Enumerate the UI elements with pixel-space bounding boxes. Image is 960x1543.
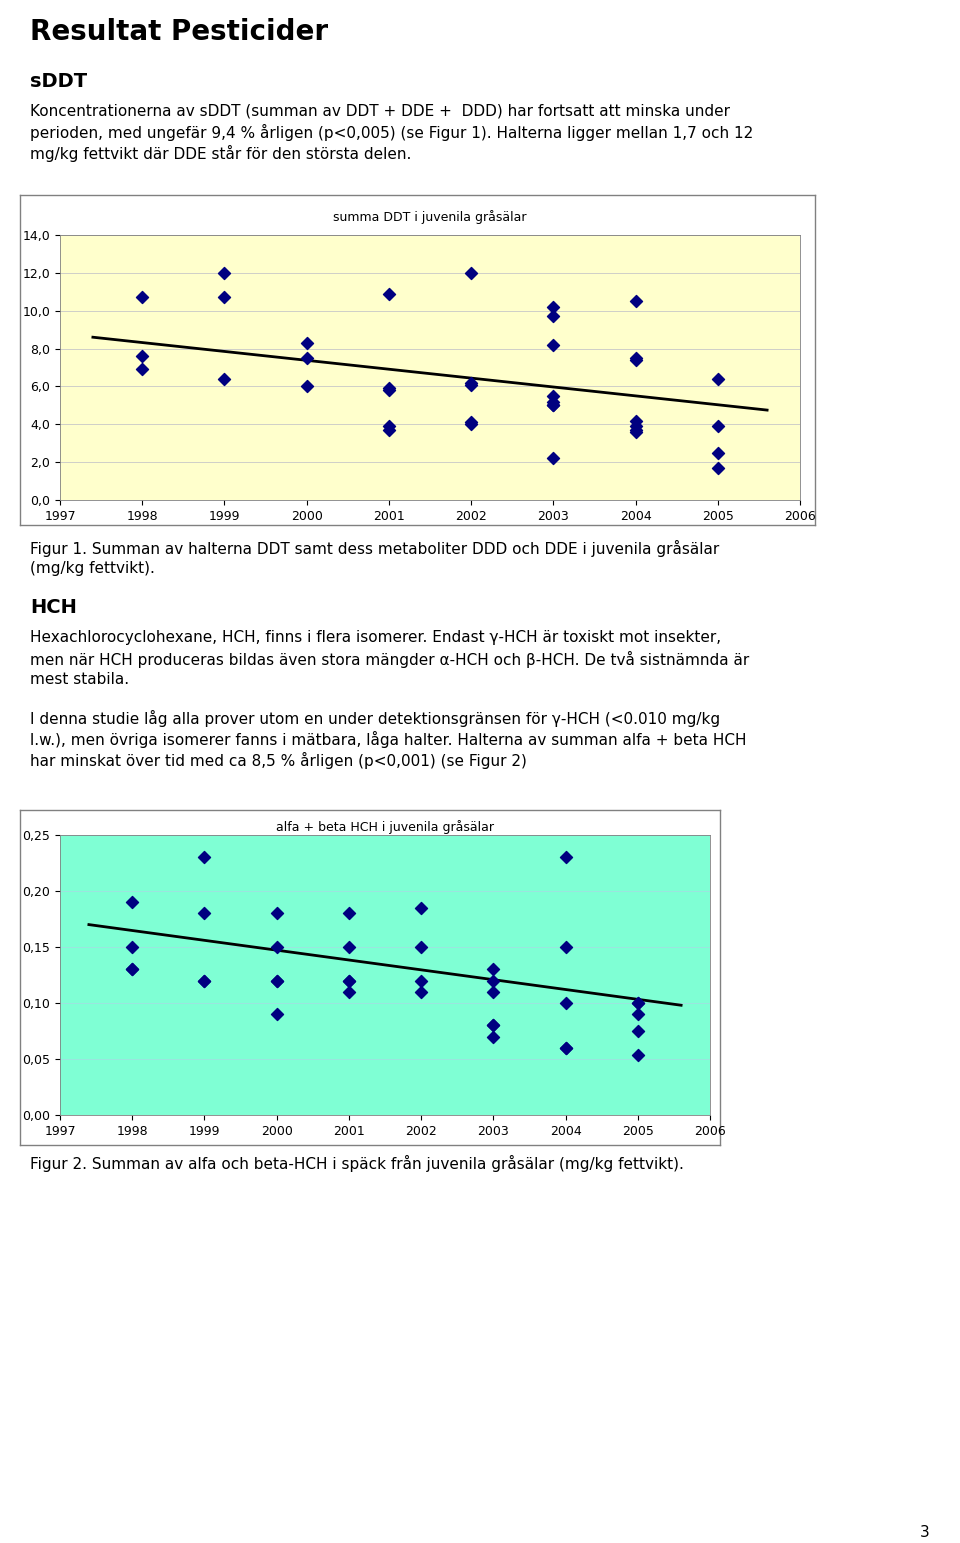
Text: perioden, med ungefär 9,4 % årligen (p<0,005) (se Figur 1). Halterna ligger mell: perioden, med ungefär 9,4 % årligen (p<0… bbox=[30, 123, 754, 140]
Point bbox=[341, 980, 356, 1004]
Point bbox=[125, 935, 140, 960]
Point bbox=[125, 957, 140, 981]
Point bbox=[269, 901, 284, 926]
Point bbox=[341, 901, 356, 926]
Point bbox=[558, 935, 573, 960]
Point bbox=[628, 420, 643, 444]
Point bbox=[299, 330, 314, 355]
Point bbox=[545, 332, 561, 356]
Text: sDDT: sDDT bbox=[30, 73, 87, 91]
Point bbox=[125, 890, 140, 915]
Point bbox=[269, 1001, 284, 1026]
Point bbox=[464, 412, 479, 437]
Point bbox=[630, 991, 645, 1015]
Point bbox=[545, 446, 561, 471]
Point bbox=[217, 285, 232, 310]
Point bbox=[134, 356, 150, 381]
Point bbox=[269, 969, 284, 994]
Point bbox=[341, 969, 356, 994]
Point bbox=[197, 969, 212, 994]
Point bbox=[464, 372, 479, 397]
Text: har minskat över tid med ca 8,5 % årligen (p<0,001) (se Figur 2): har minskat över tid med ca 8,5 % årlige… bbox=[30, 751, 527, 768]
Point bbox=[545, 304, 561, 329]
Text: 3: 3 bbox=[921, 1524, 930, 1540]
Point bbox=[341, 969, 356, 994]
Point bbox=[710, 455, 726, 480]
Point bbox=[381, 376, 396, 401]
Point bbox=[628, 289, 643, 313]
Point bbox=[464, 261, 479, 285]
Point bbox=[197, 846, 212, 870]
Point bbox=[381, 414, 396, 438]
Point bbox=[414, 969, 429, 994]
Point bbox=[630, 1001, 645, 1026]
Point bbox=[545, 295, 561, 319]
Text: mg/kg fettvikt där DDE står för den största delen.: mg/kg fettvikt där DDE står för den stör… bbox=[30, 145, 412, 162]
Point bbox=[558, 1035, 573, 1060]
Point bbox=[269, 935, 284, 960]
Point bbox=[125, 957, 140, 981]
Point bbox=[628, 414, 643, 438]
Point bbox=[710, 440, 726, 464]
Point bbox=[197, 901, 212, 926]
Point bbox=[628, 346, 643, 370]
Text: Figur 1. Summan av halterna DDT samt dess metaboliter DDD och DDE i juvenila grå: Figur 1. Summan av halterna DDT samt des… bbox=[30, 540, 719, 557]
Point bbox=[269, 969, 284, 994]
Text: Hexachlorocyclohexane, HCH, finns i flera isomerer. Endast γ-HCH är toxiskt mot : Hexachlorocyclohexane, HCH, finns i fler… bbox=[30, 630, 721, 645]
Point bbox=[381, 418, 396, 443]
Point bbox=[630, 991, 645, 1015]
Point bbox=[486, 1025, 501, 1049]
Point bbox=[486, 969, 501, 994]
Point bbox=[545, 393, 561, 418]
Point bbox=[299, 346, 314, 370]
Point bbox=[545, 389, 561, 414]
Point bbox=[341, 935, 356, 960]
Point bbox=[381, 378, 396, 403]
Text: l.w.), men övriga isomerer fanns i mätbara, låga halter. Halterna av summan alfa: l.w.), men övriga isomerer fanns i mätba… bbox=[30, 731, 747, 748]
Point bbox=[710, 367, 726, 392]
Point bbox=[414, 980, 429, 1004]
Point bbox=[381, 281, 396, 306]
Point bbox=[464, 370, 479, 395]
Point bbox=[558, 1035, 573, 1060]
Text: HCH: HCH bbox=[30, 599, 77, 617]
Point bbox=[486, 957, 501, 981]
Point bbox=[558, 991, 573, 1015]
Point bbox=[217, 367, 232, 392]
Text: mest stabila.: mest stabila. bbox=[30, 673, 130, 687]
Point bbox=[414, 935, 429, 960]
Text: Figur 2. Summan av alfa och beta-HCH i späck från juvenila gråsälar (mg/kg fettv: Figur 2. Summan av alfa och beta-HCH i s… bbox=[30, 1156, 684, 1173]
Point bbox=[630, 1042, 645, 1066]
Point bbox=[134, 344, 150, 369]
Point bbox=[414, 895, 429, 920]
Text: Koncentrationerna av sDDT (summan av DDT + DDE +  DDD) har fortsatt att minska u: Koncentrationerna av sDDT (summan av DDT… bbox=[30, 103, 730, 117]
Point bbox=[134, 285, 150, 310]
Point bbox=[628, 409, 643, 434]
Point bbox=[545, 393, 561, 418]
Point bbox=[558, 846, 573, 870]
Point bbox=[710, 414, 726, 438]
Point bbox=[628, 347, 643, 372]
Text: Resultat Pesticider: Resultat Pesticider bbox=[30, 19, 328, 46]
Point bbox=[630, 1018, 645, 1043]
Point bbox=[545, 384, 561, 409]
Point bbox=[486, 980, 501, 1004]
Point bbox=[217, 261, 232, 285]
Point bbox=[486, 1014, 501, 1038]
Point bbox=[299, 373, 314, 398]
Point bbox=[197, 969, 212, 994]
Text: summa DDT i juvenila gråsälar: summa DDT i juvenila gråsälar bbox=[333, 210, 527, 224]
Text: (mg/kg fettvikt).: (mg/kg fettvikt). bbox=[30, 562, 155, 576]
Point bbox=[486, 1014, 501, 1038]
Point bbox=[464, 410, 479, 435]
Point bbox=[628, 418, 643, 443]
Text: I denna studie låg alla prover utom en under detektionsgränsen för γ-HCH (<0.010: I denna studie låg alla prover utom en u… bbox=[30, 710, 720, 727]
Text: men när HCH produceras bildas även stora mängder α-HCH och β-HCH. De två sistnäm: men när HCH produceras bildas även stora… bbox=[30, 651, 749, 668]
Text: alfa + beta HCH i juvenila gråsälar: alfa + beta HCH i juvenila gråsälar bbox=[276, 819, 494, 833]
